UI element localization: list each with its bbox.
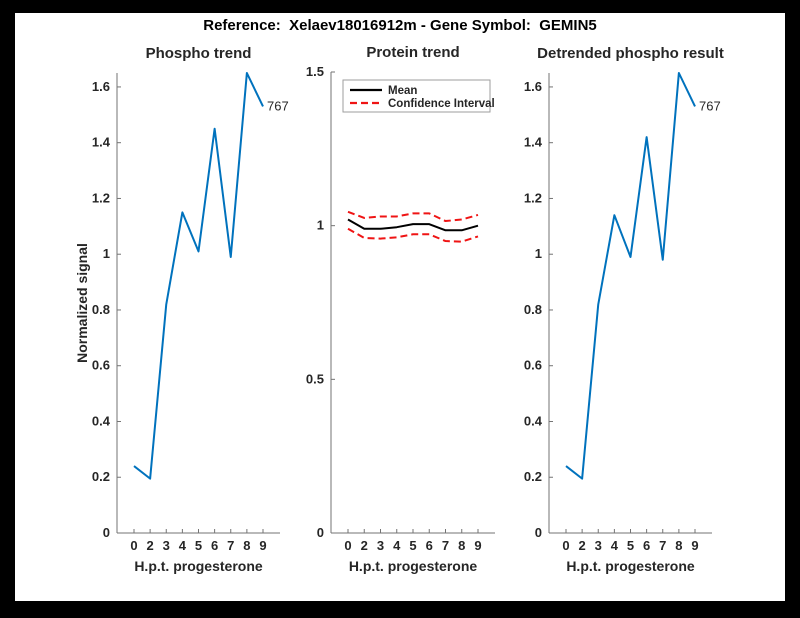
y-tick-label: 0.8 xyxy=(92,302,110,317)
x-tick-label: 8 xyxy=(675,538,682,553)
series-line-detrended-phospho-signal xyxy=(565,72,696,480)
y-tick-label: 1.2 xyxy=(524,190,542,205)
x-tick-label: 7 xyxy=(659,538,666,553)
x-tick-label: 2 xyxy=(147,538,154,553)
x-tick-label: 2 xyxy=(361,538,368,553)
y-tick-label: 1.4 xyxy=(92,135,111,150)
y-tick-label: 0.4 xyxy=(92,413,111,428)
figure-title: Reference: Xelaev18016912m - Gene Symbol… xyxy=(203,17,597,34)
x-tick-label: 2 xyxy=(579,538,586,553)
y-tick-label: 1.6 xyxy=(92,79,110,94)
series-line-confidence-interval-lower xyxy=(347,227,479,243)
x-tick-label: 5 xyxy=(627,538,634,553)
y-tick-label: 0 xyxy=(535,525,542,540)
x-tick-label: 3 xyxy=(595,538,602,553)
subplot-title: Protein trend xyxy=(366,44,459,61)
y-tick-label: 0.2 xyxy=(92,469,110,484)
x-tick-label: 6 xyxy=(643,538,650,553)
x-tick-label: 8 xyxy=(458,538,465,553)
series-line-mean xyxy=(347,218,479,232)
x-axis-label: H.p.t. progesterone xyxy=(134,558,263,574)
x-tick-label: 0 xyxy=(130,538,137,553)
x-tick-label: 6 xyxy=(211,538,218,553)
y-tick-label: 0.8 xyxy=(524,302,542,317)
x-tick-label: 7 xyxy=(442,538,449,553)
y-tick-label: 0.5 xyxy=(306,371,324,386)
legend-label: Mean xyxy=(388,85,417,97)
series-line-confidence-interval-upper xyxy=(347,210,479,223)
x-tick-label: 8 xyxy=(243,538,250,553)
x-tick-label: 4 xyxy=(179,538,187,553)
x-tick-label: 4 xyxy=(393,538,401,553)
x-tick-label: 4 xyxy=(611,538,619,553)
series-line-phospho-signal xyxy=(133,72,264,480)
y-tick-label: 1 xyxy=(103,246,110,261)
x-tick-label: 5 xyxy=(409,538,416,553)
y-tick-label: 1.6 xyxy=(524,79,542,94)
y-tick-label: 1.2 xyxy=(92,190,110,205)
y-tick-label: 1.4 xyxy=(524,135,543,150)
x-tick-label: 3 xyxy=(377,538,384,553)
x-axis-label: H.p.t. progesterone xyxy=(566,558,695,574)
y-axis-label: Normalized signal xyxy=(74,243,90,363)
x-tick-label: 9 xyxy=(691,538,698,553)
x-tick-label: 9 xyxy=(474,538,481,553)
x-tick-label: 7 xyxy=(227,538,234,553)
y-tick-label: 1.5 xyxy=(306,64,324,79)
subplot-title: Detrended phospho result xyxy=(537,45,724,62)
endpoint-label: 767 xyxy=(267,98,289,113)
x-tick-label: 0 xyxy=(344,538,351,553)
subplot-title: Phospho trend xyxy=(146,45,252,62)
y-tick-label: 0.6 xyxy=(92,358,110,373)
y-tick-label: 0.4 xyxy=(524,413,543,428)
y-tick-label: 0.6 xyxy=(524,358,542,373)
x-tick-label: 0 xyxy=(562,538,569,553)
x-tick-label: 3 xyxy=(163,538,170,553)
legend-box xyxy=(342,79,491,113)
legend-label: Confidence Interval xyxy=(388,98,495,110)
x-axis-label: H.p.t. progesterone xyxy=(349,558,478,574)
x-tick-label: 9 xyxy=(259,538,266,553)
x-tick-label: 5 xyxy=(195,538,202,553)
y-tick-label: 0 xyxy=(317,525,324,540)
y-tick-label: 1 xyxy=(535,246,542,261)
endpoint-label: 767 xyxy=(699,98,721,113)
y-tick-label: 0.2 xyxy=(524,469,542,484)
y-tick-label: 0 xyxy=(103,525,110,540)
y-tick-label: 1 xyxy=(317,218,324,233)
x-tick-label: 6 xyxy=(426,538,433,553)
